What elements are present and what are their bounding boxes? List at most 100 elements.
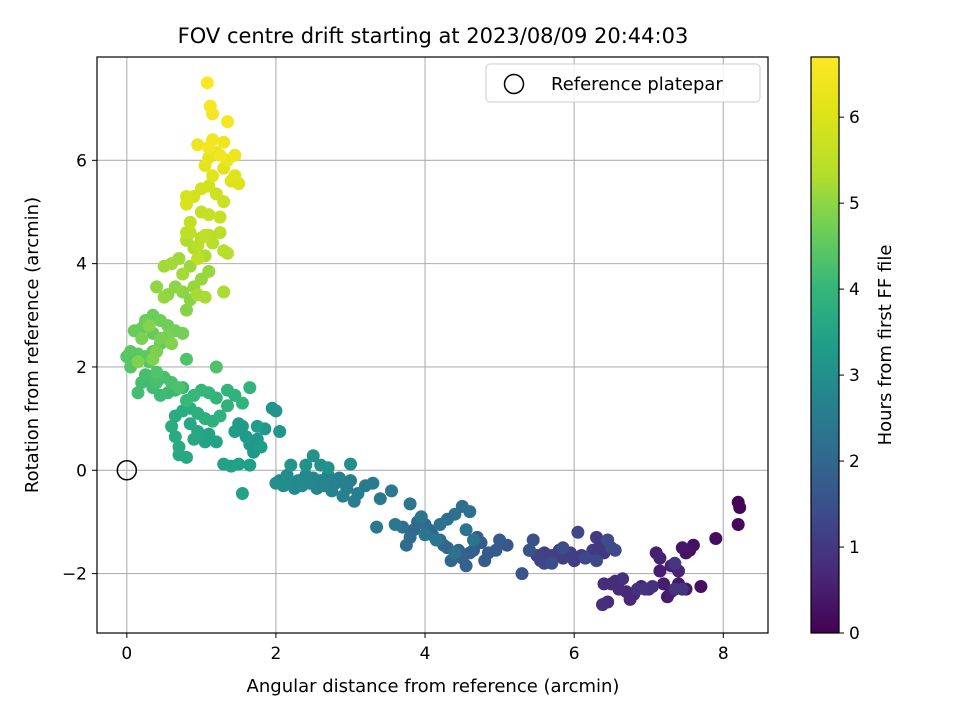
data-point (176, 326, 190, 340)
colorbar-tick-label: 1 (849, 538, 860, 558)
data-point (347, 494, 361, 508)
legend: Reference platepar (485, 63, 761, 103)
y-tick-label: 6 (76, 151, 87, 171)
data-point (657, 577, 671, 591)
data-point (198, 228, 212, 242)
data-point (306, 449, 320, 463)
legend-entry-reference: Reference platepar (551, 74, 723, 95)
data-point (344, 457, 357, 471)
y-axis-ticks: −2 0 2 4 6 (62, 151, 97, 585)
data-point (202, 264, 216, 278)
scatter-points (120, 76, 747, 612)
data-point (157, 259, 171, 273)
data-point (733, 501, 747, 514)
axes-frame (96, 56, 769, 634)
reference-marker-group (116, 460, 138, 481)
data-point (183, 417, 197, 431)
data-point (675, 582, 689, 596)
data-point (596, 598, 609, 612)
data-point (191, 239, 205, 253)
data-point (206, 169, 220, 183)
data-point (616, 572, 630, 586)
colorbar-tick-label: 2 (849, 452, 860, 472)
data-point (191, 138, 205, 152)
data-point (399, 538, 413, 552)
x-tick-label: 6 (569, 644, 580, 664)
data-point (131, 386, 145, 400)
colorbar-tick-label: 0 (849, 624, 860, 644)
y-tick-label: 2 (76, 358, 87, 378)
data-point (235, 396, 249, 410)
y-tick-label: 4 (76, 255, 87, 275)
data-point (191, 252, 205, 265)
x-axis-label: Angular distance from reference (arcmin) (247, 676, 620, 697)
data-point (388, 518, 402, 531)
colorbar-gradient (810, 56, 840, 634)
data-point (373, 492, 387, 506)
colorbar-tick-label: 3 (849, 366, 860, 386)
data-point (590, 554, 603, 568)
chart-title: FOV centre drift starting at 2023/08/09 … (178, 24, 689, 48)
data-point (213, 210, 227, 224)
data-point (243, 381, 257, 395)
data-point (709, 532, 723, 545)
data-point (493, 533, 507, 547)
data-point (675, 541, 689, 555)
data-point (206, 133, 220, 147)
data-point (429, 533, 443, 547)
data-point (209, 360, 223, 374)
data-point (221, 383, 234, 397)
data-point (180, 394, 193, 407)
x-tick-label: 4 (420, 644, 431, 664)
y-tick-label: 0 (76, 461, 87, 481)
legend-reference-icon (503, 73, 525, 95)
plot-area: 0 2 4 6 8 −2 0 2 4 6 (62, 56, 769, 664)
data-point (414, 510, 428, 524)
x-tick-label: 2 (271, 644, 282, 664)
data-point (418, 528, 432, 542)
data-point (250, 419, 264, 433)
data-point (198, 290, 212, 304)
data-point (433, 518, 447, 531)
data-point (370, 520, 384, 534)
data-point (403, 497, 417, 511)
data-point (556, 541, 570, 555)
data-point (146, 352, 160, 366)
data-point (153, 332, 167, 345)
data-point (172, 381, 186, 395)
data-point (385, 484, 398, 498)
data-point (545, 556, 559, 570)
colorbar-label: Hours from first FF file (875, 245, 896, 446)
data-point (217, 457, 231, 471)
data-point (228, 148, 242, 162)
data-point (213, 148, 227, 162)
data-point (176, 267, 190, 281)
data-point (217, 285, 231, 299)
data-point (150, 280, 164, 294)
data-point (731, 518, 745, 531)
data-point (142, 319, 156, 333)
data-point (284, 458, 298, 472)
data-point (221, 115, 234, 129)
data-point (235, 487, 249, 500)
data-point (217, 135, 231, 149)
data-point (213, 226, 227, 240)
data-point (172, 440, 186, 454)
data-point (571, 525, 585, 539)
data-point (526, 533, 540, 547)
data-point (180, 303, 193, 317)
data-point (601, 533, 615, 547)
data-point (183, 215, 197, 229)
y-tick-label: −2 (62, 565, 87, 585)
data-point (200, 76, 214, 90)
data-point (243, 458, 257, 472)
reference-platepar-marker (116, 460, 138, 481)
x-tick-label: 0 (121, 644, 132, 664)
data-point (202, 208, 216, 222)
y-axis-label: Rotation from reference (arcmin) (22, 197, 43, 493)
data-point (273, 425, 287, 438)
data-point (653, 564, 667, 578)
colorbar-tick-label: 5 (849, 194, 860, 214)
data-point (578, 551, 592, 565)
